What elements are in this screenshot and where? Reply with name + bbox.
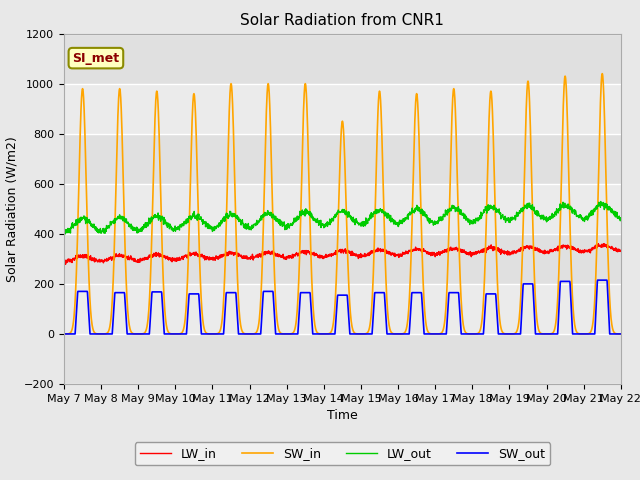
X-axis label: Time: Time: [327, 409, 358, 422]
Y-axis label: Solar Radiation (W/m2): Solar Radiation (W/m2): [5, 136, 18, 282]
SW_in: [215, 330, 223, 336]
Line: LW_out: LW_out: [64, 202, 621, 236]
Bar: [64, 234, 621, 284]
SW_out: [215, 331, 223, 337]
SW_in: [598, 71, 606, 76]
SW_out: [594, 277, 602, 283]
Bar: [64, 134, 621, 184]
LW_out: [371, 210, 378, 216]
SW_out: [371, 295, 378, 301]
LW_out: [504, 217, 512, 223]
Bar: [64, 184, 621, 234]
SW_in: [504, 331, 512, 337]
LW_out: [568, 206, 575, 212]
Title: Solar Radiation from CNR1: Solar Radiation from CNR1: [241, 13, 444, 28]
Text: SI_met: SI_met: [72, 52, 120, 65]
SW_out: [617, 331, 625, 337]
LW_in: [358, 253, 366, 259]
LW_out: [60, 233, 68, 239]
SW_in: [358, 331, 366, 337]
LW_in: [595, 241, 602, 247]
Bar: [64, 34, 621, 84]
Bar: [64, 334, 621, 384]
LW_out: [358, 219, 366, 225]
LW_out: [583, 216, 591, 222]
LW_in: [61, 262, 69, 267]
SW_in: [583, 331, 591, 337]
LW_out: [617, 215, 625, 221]
LW_out: [215, 220, 223, 226]
LW_in: [60, 261, 68, 266]
SW_out: [568, 306, 575, 312]
SW_out: [504, 331, 512, 337]
SW_out: [60, 331, 68, 337]
LW_in: [617, 247, 625, 253]
LW_in: [583, 247, 591, 253]
Line: SW_out: SW_out: [64, 280, 621, 334]
SW_in: [617, 331, 625, 337]
Bar: [64, 84, 621, 134]
Line: LW_in: LW_in: [64, 244, 621, 264]
SW_in: [60, 331, 68, 337]
LW_in: [568, 243, 575, 249]
SW_in: [568, 267, 575, 273]
Bar: [64, 284, 621, 334]
LW_in: [504, 252, 512, 258]
SW_in: [371, 239, 378, 244]
LW_in: [216, 255, 223, 261]
LW_in: [371, 250, 378, 255]
SW_out: [358, 331, 366, 337]
LW_out: [597, 199, 605, 204]
Line: SW_in: SW_in: [64, 73, 621, 334]
SW_out: [583, 331, 591, 337]
Legend: LW_in, SW_in, LW_out, SW_out: LW_in, SW_in, LW_out, SW_out: [134, 443, 550, 465]
